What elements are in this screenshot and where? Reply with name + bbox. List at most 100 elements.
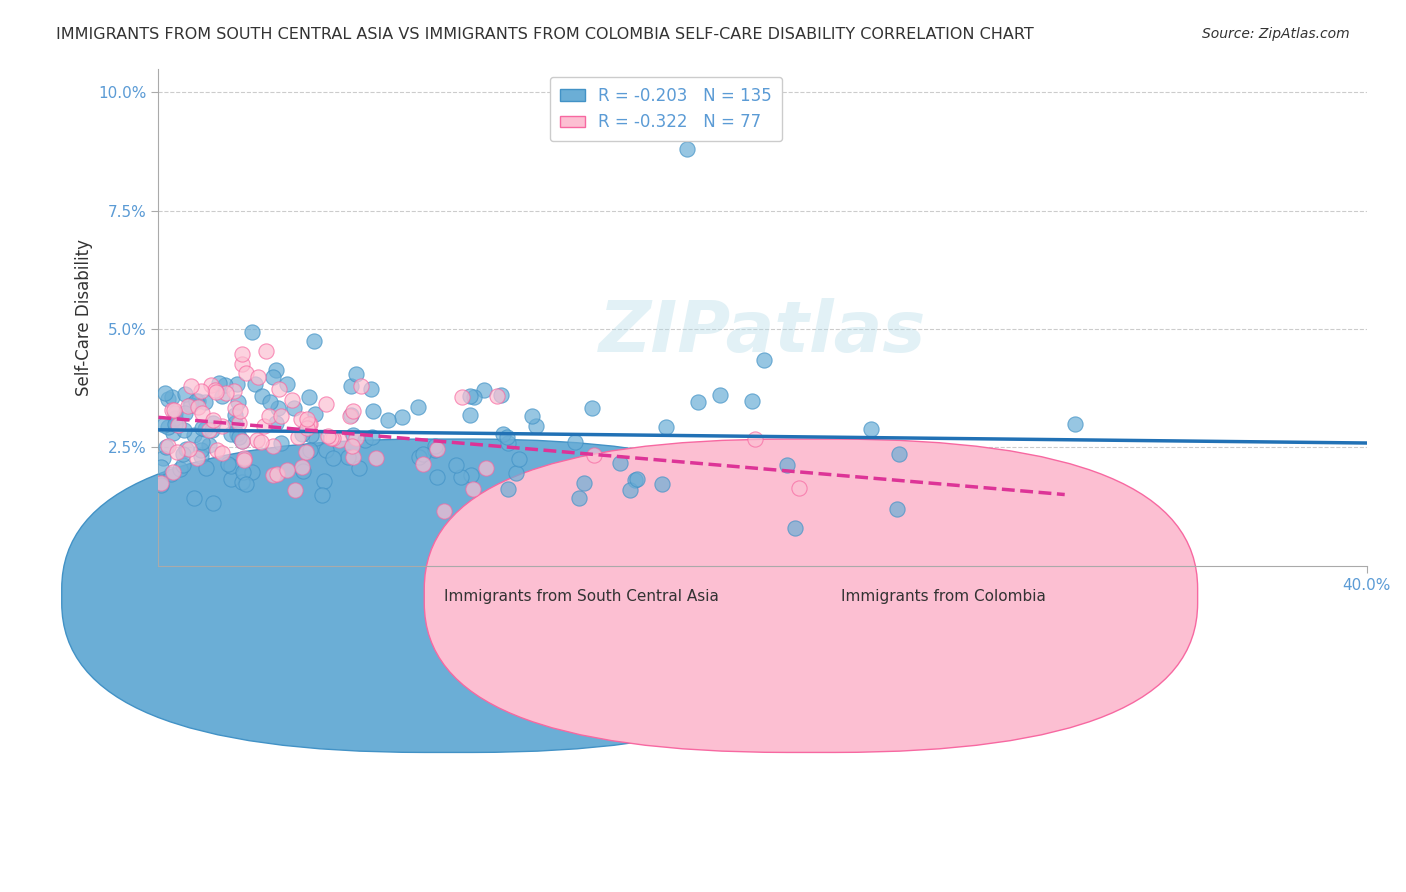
Point — [208, 376, 231, 390]
Point — [344, 432, 367, 446]
Point — [190, 443, 212, 458]
Point — [257, 409, 280, 423]
Point — [860, 422, 883, 436]
Point — [426, 442, 449, 457]
Point — [889, 447, 911, 461]
Point — [741, 393, 763, 408]
Point — [250, 434, 273, 449]
Point — [377, 413, 399, 427]
Point — [270, 435, 292, 450]
Point — [361, 404, 384, 418]
Point — [276, 463, 298, 477]
Point — [291, 464, 314, 478]
Point — [744, 432, 766, 446]
Point — [190, 449, 212, 463]
Point — [165, 417, 187, 431]
Point — [322, 450, 344, 465]
Point — [298, 390, 321, 404]
Point — [163, 410, 186, 425]
Point — [291, 459, 314, 474]
Point — [162, 465, 184, 479]
Point — [284, 483, 307, 497]
Point — [172, 447, 194, 461]
Point — [344, 367, 367, 381]
Point — [179, 398, 201, 412]
Point — [342, 404, 364, 418]
Point — [150, 460, 173, 475]
Point — [194, 461, 217, 475]
Point — [174, 442, 197, 456]
Point — [321, 431, 343, 445]
Point — [354, 434, 377, 448]
Point — [290, 412, 312, 426]
Point — [581, 401, 603, 415]
Point — [496, 435, 519, 450]
Point — [219, 427, 242, 442]
Point — [252, 389, 274, 403]
Point — [187, 401, 209, 415]
Point — [163, 406, 186, 420]
Point — [474, 460, 496, 475]
Point — [340, 409, 363, 423]
Point — [180, 398, 202, 412]
Point — [202, 412, 225, 426]
Point — [202, 495, 225, 509]
Point — [583, 448, 606, 462]
Point — [193, 395, 215, 409]
Point — [492, 427, 515, 442]
Point — [311, 488, 333, 502]
Point — [568, 491, 591, 506]
Point — [495, 430, 517, 444]
Point — [215, 385, 238, 400]
Point — [304, 407, 326, 421]
Point — [187, 394, 209, 409]
Point — [235, 366, 257, 380]
Point — [191, 421, 214, 435]
Point — [247, 369, 270, 384]
Point — [572, 475, 595, 490]
Point — [496, 483, 519, 497]
Point — [226, 426, 249, 441]
Point — [211, 418, 233, 433]
Point — [228, 430, 250, 444]
Point — [186, 450, 208, 465]
Text: Source: ZipAtlas.com: Source: ZipAtlas.com — [1202, 27, 1350, 41]
Point — [783, 521, 806, 535]
Point — [207, 442, 229, 457]
Point — [224, 416, 246, 430]
Point — [157, 392, 180, 406]
Point — [651, 476, 673, 491]
Point — [787, 481, 810, 495]
Point — [183, 491, 205, 505]
Point — [342, 450, 364, 465]
Point — [211, 388, 233, 402]
Point — [316, 428, 339, 442]
Point — [166, 417, 188, 432]
Point — [406, 401, 429, 415]
Point — [342, 428, 364, 442]
Point — [350, 379, 373, 393]
Point — [200, 423, 222, 437]
Point — [340, 378, 363, 392]
Point — [450, 470, 472, 484]
Point — [226, 376, 249, 391]
Point — [194, 422, 217, 436]
Point — [676, 142, 699, 156]
Point — [451, 390, 474, 404]
Point — [460, 389, 482, 403]
Point — [505, 466, 527, 480]
Point — [205, 385, 228, 400]
Point — [709, 387, 731, 401]
Point — [283, 401, 305, 415]
Point — [433, 504, 456, 518]
Point — [191, 406, 214, 420]
Point — [609, 457, 631, 471]
Point — [150, 478, 173, 492]
Point — [460, 467, 482, 482]
Point — [686, 395, 709, 409]
Point — [347, 461, 370, 475]
Point — [508, 452, 530, 467]
Point — [172, 458, 194, 472]
Point — [270, 409, 292, 423]
Point — [312, 474, 335, 488]
